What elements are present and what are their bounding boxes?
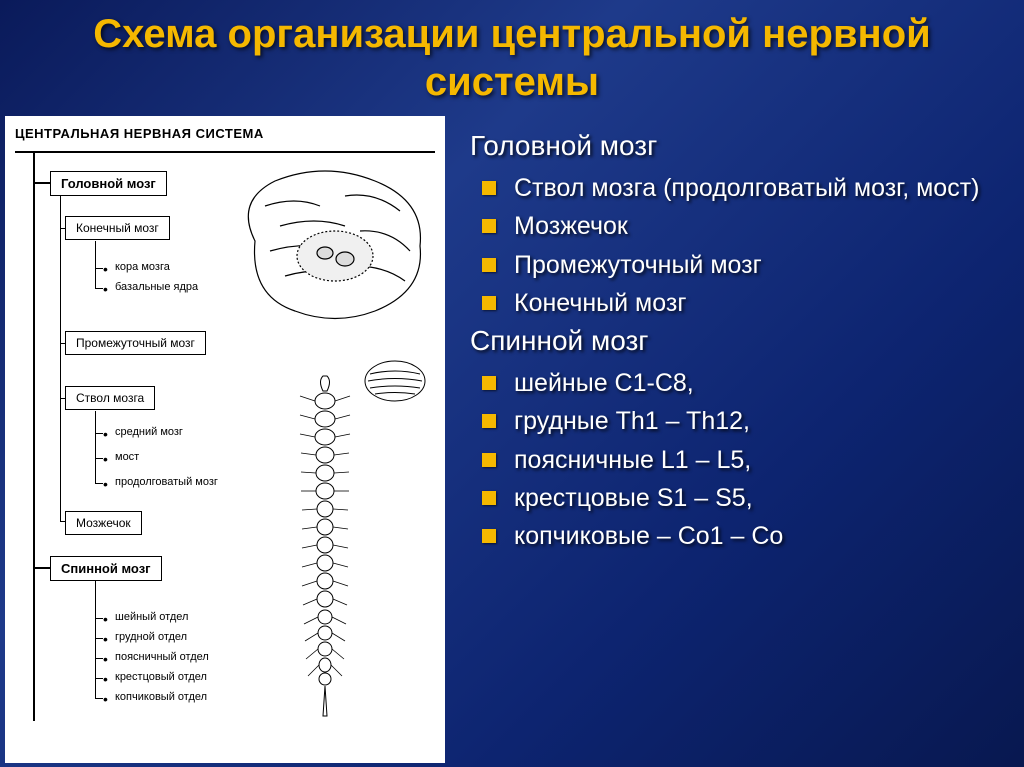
connector bbox=[95, 658, 103, 659]
connector bbox=[33, 182, 50, 184]
item-thoracic: грудной отдел bbox=[115, 631, 187, 643]
diagram-hbar bbox=[15, 151, 435, 153]
box-endbrain: Конечный мозг bbox=[65, 216, 170, 240]
box-spinal: Спинной мозг bbox=[50, 556, 162, 581]
bullet-item: Промежуточный мозг bbox=[480, 247, 1014, 283]
connector bbox=[95, 638, 103, 639]
box-brainstem: Ствол мозга bbox=[65, 386, 155, 410]
content-row: ЦЕНТРАЛЬНАЯ НЕРВНАЯ СИСТЕМА Головной моз… bbox=[0, 111, 1024, 763]
bullet-item: поясничные L1 – L5, bbox=[480, 442, 1014, 478]
item-coccyx: копчиковый отдел bbox=[115, 691, 207, 703]
connector bbox=[95, 678, 103, 679]
bullet-item: крестцовые S1 – S5, bbox=[480, 480, 1014, 516]
diagram-vbar bbox=[33, 151, 35, 721]
connector bbox=[95, 581, 96, 698]
connector bbox=[95, 458, 103, 459]
slide-title: Схема организации центральной нервной си… bbox=[0, 0, 1024, 111]
item-pons: мост bbox=[115, 451, 139, 463]
diagram-panel: ЦЕНТРАЛЬНАЯ НЕРВНАЯ СИСТЕМА Головной моз… bbox=[5, 116, 445, 763]
box-brain: Головной мозг bbox=[50, 171, 167, 196]
item-cervical: шейный отдел bbox=[115, 611, 188, 623]
item-midbrain: средний мозг bbox=[115, 426, 183, 438]
section-heading-2: Спинной мозг bbox=[470, 325, 1014, 357]
connector bbox=[95, 241, 96, 289]
bullet-item: шейные C1-C8, bbox=[480, 365, 1014, 401]
connector bbox=[95, 411, 96, 483]
item-lumbar: поясничный отдел bbox=[115, 651, 209, 663]
bullet-item: грудные Th1 – Th12, bbox=[480, 403, 1014, 439]
box-cerebellum: Мозжечок bbox=[65, 511, 142, 535]
item-medulla: продолговатый мозг bbox=[115, 476, 218, 488]
brain-icon bbox=[225, 161, 435, 341]
connector bbox=[95, 268, 103, 269]
bullet-list-1: Ствол мозга (продолговатый мозг, мост) М… bbox=[470, 170, 1014, 321]
connector bbox=[95, 618, 103, 619]
item-basal: базальные ядра bbox=[115, 281, 198, 293]
connector bbox=[95, 483, 103, 484]
connector bbox=[95, 433, 103, 434]
bullet-list-2: шейные C1-C8, грудные Th1 – Th12, поясни… bbox=[470, 365, 1014, 554]
item-sacral: крестцовый отдел bbox=[115, 671, 207, 683]
text-panel: Головной мозг Ствол мозга (продолговатый… bbox=[445, 111, 1024, 763]
connector bbox=[33, 567, 50, 569]
bullet-item: Конечный мозг bbox=[480, 285, 1014, 321]
section-heading-1: Головной мозг bbox=[470, 130, 1014, 162]
bullet-item: Ствол мозга (продолговатый мозг, мост) bbox=[480, 170, 1014, 206]
connector bbox=[60, 196, 61, 521]
connector bbox=[95, 698, 103, 699]
bullet-item: копчиковые – Co1 – Co bbox=[480, 518, 1014, 554]
diagram-header: ЦЕНТРАЛЬНАЯ НЕРВНАЯ СИСТЕМА bbox=[15, 126, 435, 141]
bullet-item: Мозжечок bbox=[480, 208, 1014, 244]
box-diencephalon: Промежуточный мозг bbox=[65, 331, 206, 355]
item-cortex: кора мозга bbox=[115, 261, 170, 273]
connector bbox=[95, 288, 103, 289]
spine-icon bbox=[285, 371, 375, 741]
